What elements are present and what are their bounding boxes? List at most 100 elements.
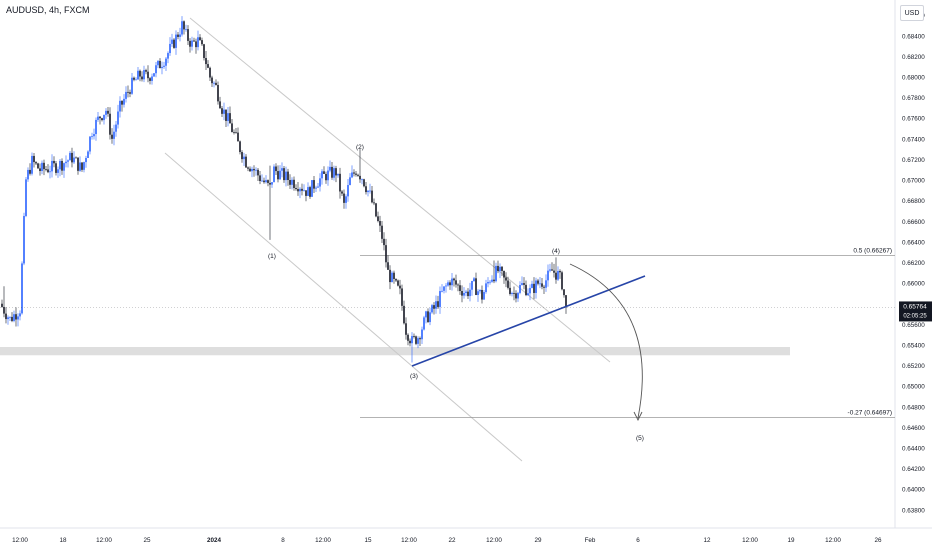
candle-body xyxy=(127,91,129,93)
candle-body xyxy=(93,134,95,137)
time-tick-label: 12:00 xyxy=(96,537,112,544)
candle-body xyxy=(135,79,137,81)
candle-body xyxy=(439,291,441,307)
candle-body xyxy=(337,173,339,176)
candle-series[interactable] xyxy=(1,16,567,363)
projection-arrow[interactable] xyxy=(569,263,643,419)
wave-label-5: (5) xyxy=(636,435,644,442)
candle-body xyxy=(269,182,271,185)
candle-body xyxy=(233,132,235,133)
candle-body xyxy=(57,169,59,173)
candle-body xyxy=(61,160,63,171)
candle-body xyxy=(121,100,123,105)
candle-body xyxy=(555,272,557,280)
candle-body xyxy=(125,91,127,99)
price-scale[interactable] xyxy=(895,0,932,528)
candle-body xyxy=(421,329,423,340)
candle-body xyxy=(253,168,255,171)
candle-body xyxy=(473,278,475,282)
candle-body xyxy=(397,280,399,286)
ascending-trendline[interactable] xyxy=(411,275,646,367)
candle-body xyxy=(459,285,461,292)
candle-body xyxy=(183,21,185,30)
candle-body xyxy=(353,172,355,174)
candle-body xyxy=(533,283,535,293)
candle-body xyxy=(175,34,177,48)
currency-button[interactable]: USD xyxy=(900,5,924,21)
candle-body xyxy=(241,152,243,160)
price-tick-label: 0.65600 xyxy=(902,322,925,329)
price-tick-label: 0.64000 xyxy=(902,487,925,494)
time-tick-label: 2024 xyxy=(207,537,222,544)
fib-level-label: 0.5 (0.66267) xyxy=(853,248,892,255)
time-tick-label: 12:00 xyxy=(315,537,331,544)
candle-body xyxy=(553,270,555,273)
price-tick-label: 0.65000 xyxy=(902,384,925,391)
candle-body xyxy=(499,266,501,272)
candle-body xyxy=(115,124,117,132)
candle-body xyxy=(35,162,37,164)
candle-body xyxy=(477,291,479,296)
candle-body xyxy=(273,166,275,183)
last-price-badge[interactable] xyxy=(899,301,932,322)
candle-body xyxy=(543,286,545,288)
candle-body xyxy=(237,132,239,142)
candle-body xyxy=(45,169,47,170)
candle-body xyxy=(51,160,53,172)
candle-body xyxy=(557,270,559,280)
time-tick-label: 6 xyxy=(636,537,640,544)
candle-body xyxy=(371,190,373,203)
time-axis-ticks: 12:00 18 12:00 25 2024 8 12:00 15 12:00 22 12:00 29… xyxy=(12,537,882,544)
candle-body xyxy=(239,141,241,153)
price-tick-label: 0.66600 xyxy=(902,219,925,226)
candle-body xyxy=(209,67,211,78)
time-tick-label: 8 xyxy=(281,537,285,544)
candle-body xyxy=(489,281,491,283)
candle-body xyxy=(203,44,205,59)
candle-body xyxy=(415,336,417,344)
candle-body xyxy=(335,168,337,176)
candle-body xyxy=(537,280,539,284)
candle-body xyxy=(221,108,223,114)
candle-body xyxy=(297,189,299,192)
candle-body xyxy=(91,136,93,138)
price-tick-label: 0.67600 xyxy=(902,116,925,123)
candle-body xyxy=(47,169,49,173)
candle-body xyxy=(385,245,387,263)
candle-body xyxy=(339,173,341,192)
candle-body xyxy=(507,280,509,288)
candle-body xyxy=(321,171,323,179)
candle-body xyxy=(129,92,131,94)
candle-body xyxy=(29,169,31,174)
candle-body xyxy=(511,293,513,295)
candle-body xyxy=(413,336,415,337)
channel-upper-line[interactable] xyxy=(189,17,611,363)
candle-body xyxy=(225,109,227,121)
candle-body xyxy=(71,152,73,163)
candle-body xyxy=(263,180,265,183)
candle-body xyxy=(447,282,449,286)
price-tick-label: 0.67200 xyxy=(902,157,925,164)
candle-body xyxy=(305,190,307,196)
candle-body xyxy=(131,77,133,94)
candle-body xyxy=(85,157,87,163)
time-tick-label: 12 xyxy=(703,537,711,544)
candle-body xyxy=(167,53,169,59)
candle-body xyxy=(363,179,365,187)
candle-body xyxy=(107,110,109,114)
candle-body xyxy=(431,305,433,313)
time-tick-label: 19 xyxy=(787,537,795,544)
candle-body xyxy=(501,266,503,271)
symbol-title[interactable]: AUDUSD, 4h, FXCM xyxy=(6,5,90,15)
candle-body xyxy=(31,155,33,174)
candle-body xyxy=(331,166,333,178)
wave-label-1: (1) xyxy=(268,253,276,260)
candle-body xyxy=(383,238,385,246)
wave-label-3: (3) xyxy=(410,373,418,380)
channel-lower-line[interactable] xyxy=(164,152,523,462)
candle-body xyxy=(471,281,473,290)
candle-body xyxy=(357,174,359,176)
candle-body xyxy=(535,280,537,293)
price-tick-label: 0.65400 xyxy=(902,342,925,349)
